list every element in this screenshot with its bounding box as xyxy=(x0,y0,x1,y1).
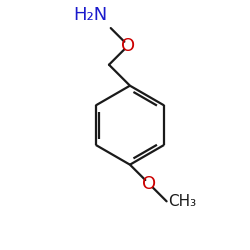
Text: CH₃: CH₃ xyxy=(168,194,196,209)
Text: H₂N: H₂N xyxy=(73,6,107,24)
Text: O: O xyxy=(121,36,135,54)
Text: O: O xyxy=(142,175,156,193)
